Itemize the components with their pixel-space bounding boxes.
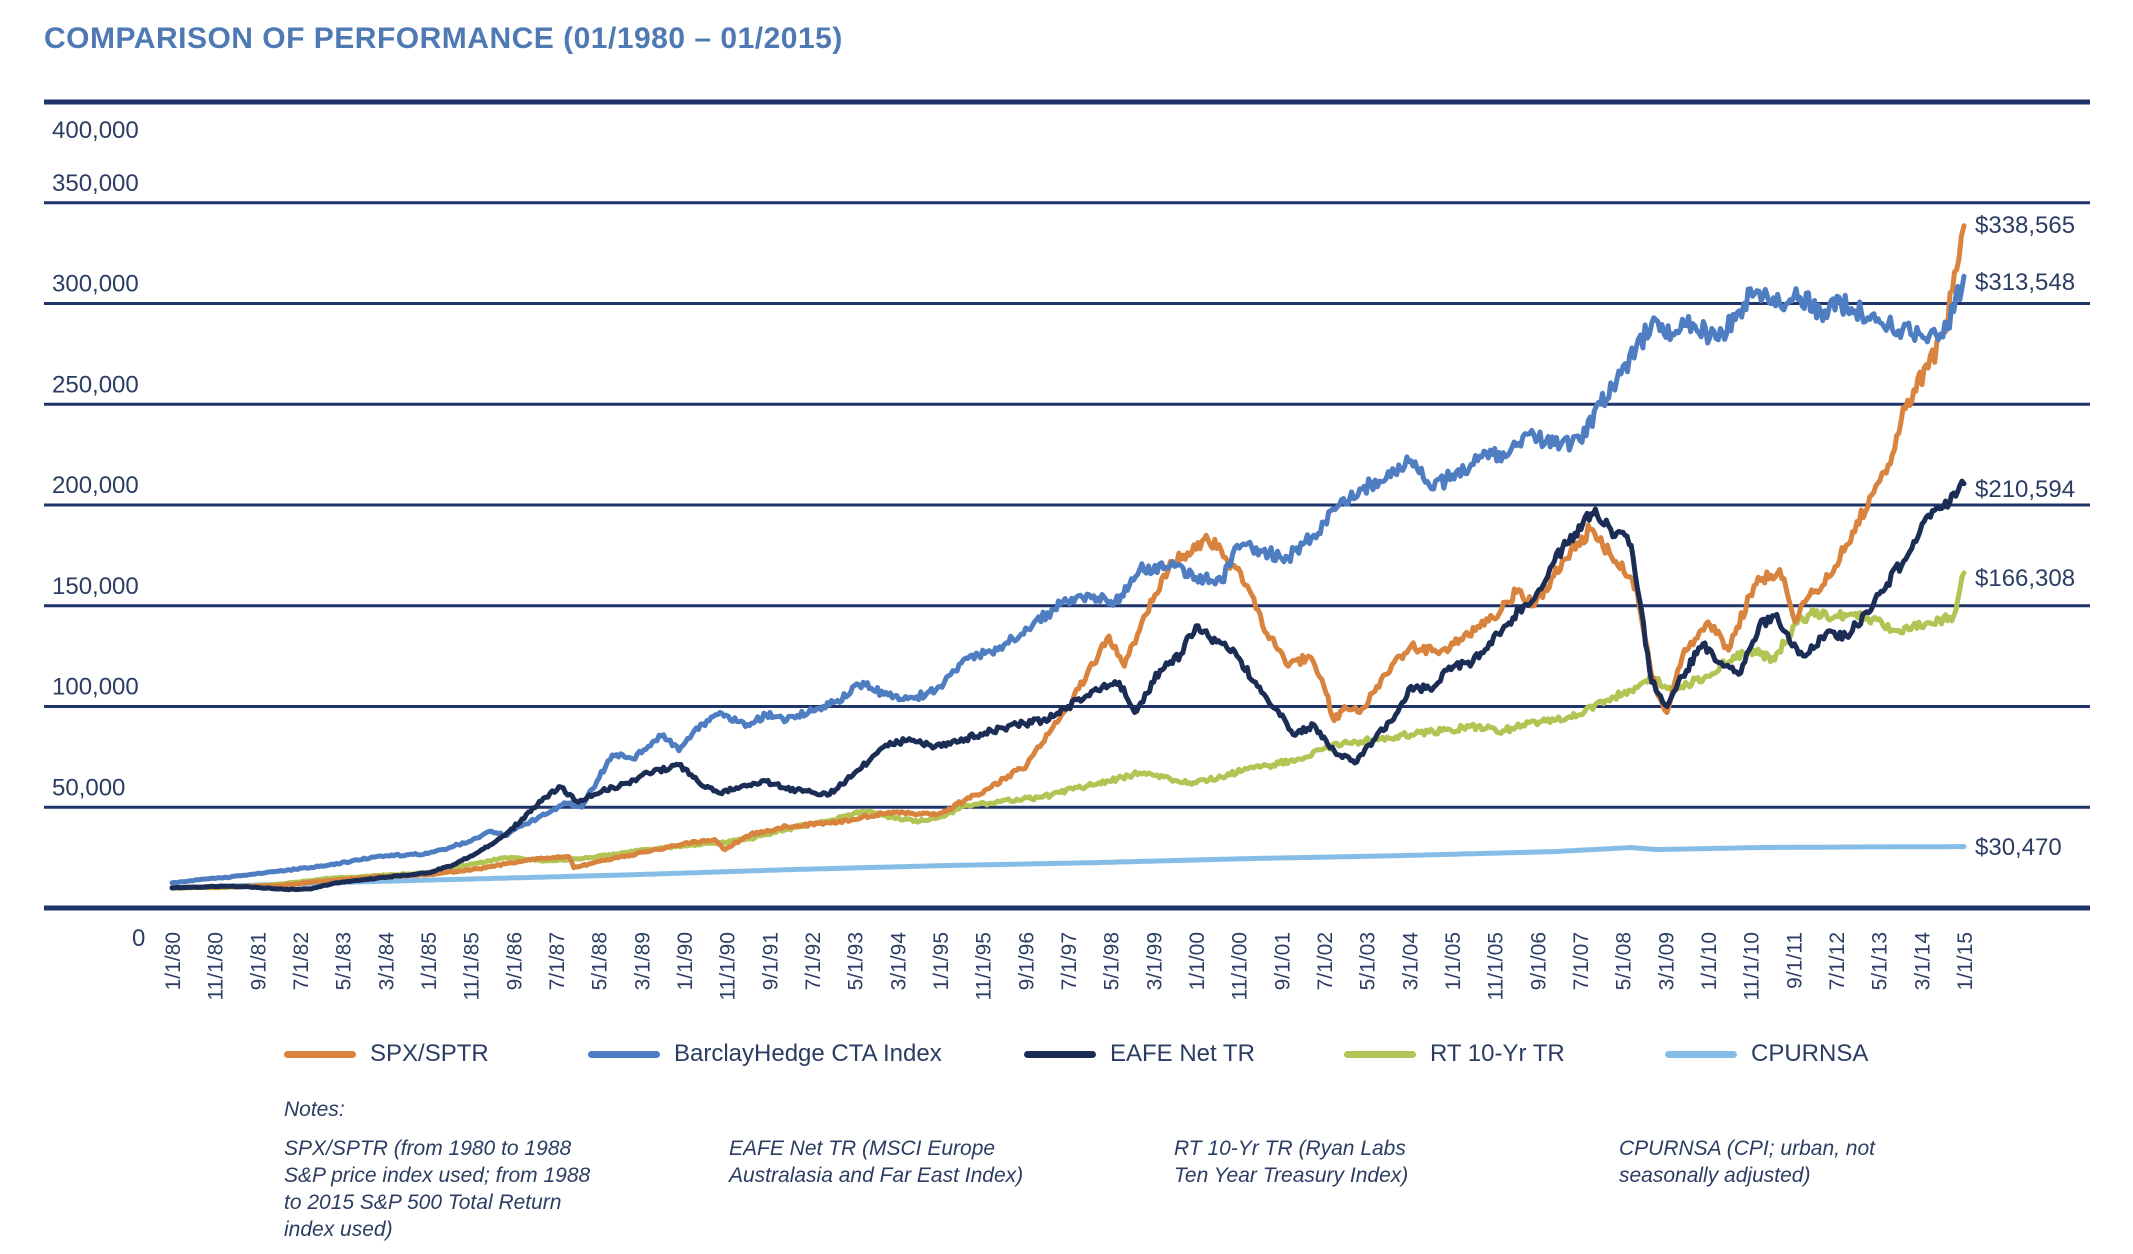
- x-tick-label: 3/1/14: [1911, 932, 1934, 991]
- x-tick-label: 7/1/87: [546, 932, 569, 990]
- x-tick-label: 5/1/88: [589, 932, 612, 990]
- x-tick-label: 1/1/00: [1186, 932, 1209, 990]
- y-tick-label: 50,000: [52, 774, 125, 801]
- x-tick-label: 5/1/03: [1357, 932, 1380, 990]
- x-tick-label: 9/1/86: [503, 932, 526, 990]
- x-tick-label: 1/1/80: [162, 932, 185, 990]
- x-tick-label: 7/1/97: [1058, 932, 1081, 990]
- x-tick-label: 3/1/84: [375, 932, 398, 991]
- note-cpi: CPURNSA (CPI; urban, not seasonally adju…: [1619, 1137, 1875, 1187]
- legend-label: RT 10-Yr TR: [1430, 1040, 1565, 1067]
- y-tick-label: 350,000: [52, 170, 139, 197]
- legend-item: BarclayHedge CTA Index: [588, 1040, 942, 1068]
- x-tick-label: 9/1/96: [1015, 932, 1038, 990]
- x-tick-label: 11/1/05: [1485, 932, 1508, 1001]
- end-value-labels: $338,565 $313,548 $210,594 $166,308 $30,470: [1975, 212, 2075, 861]
- x-tick-label: 11/1/80: [205, 932, 228, 1001]
- y-tick-label: 100,000: [52, 674, 139, 701]
- x-tick-label: 11/1/10: [1741, 932, 1764, 1001]
- x-tick-label: 1/1/85: [418, 932, 441, 990]
- series-line-cta: [169, 273, 1967, 886]
- x-tick-label: 5/1/93: [845, 932, 868, 990]
- x-tick-label: 5/1/98: [1101, 932, 1124, 990]
- y-tick-label: 300,000: [52, 271, 139, 298]
- x-tick-label: 3/1/99: [1143, 932, 1166, 990]
- end-label-cpi: $30,470: [1975, 834, 2062, 861]
- y-tick-label: 150,000: [52, 573, 139, 600]
- series-line-eafe: [169, 478, 1967, 893]
- y-tick-label: 400,000: [52, 117, 139, 144]
- end-label-rt: $166,308: [1975, 565, 2075, 592]
- x-tick-label: 9/1/01: [1271, 932, 1294, 990]
- x-tick-label: 9/1/81: [247, 932, 270, 990]
- x-tick-label: 1/1/90: [674, 932, 697, 990]
- note-rt: RT 10-Yr TR (Ryan Labs Ten Year Treasury…: [1174, 1137, 1409, 1187]
- legend-swatch: [1024, 1050, 1096, 1058]
- x-tick-label: 9/1/11: [1783, 932, 1806, 989]
- y-axis-ticks: 400,000 350,000 300,000 250,000 200,000 150,0…: [52, 117, 145, 952]
- legend-item: SPX/SPTR: [284, 1040, 489, 1068]
- y-tick-label: 250,000: [52, 371, 139, 398]
- x-tick-label: 7/1/02: [1314, 932, 1337, 990]
- legend-swatch: [1344, 1050, 1416, 1058]
- end-label-eafe: $210,594: [1975, 476, 2075, 503]
- y-tick-label: 200,000: [52, 472, 139, 499]
- x-tick-label: 1/1/10: [1698, 932, 1721, 990]
- x-tick-label: 7/1/07: [1570, 932, 1593, 990]
- legend-item: EAFE Net TR: [1024, 1040, 1255, 1068]
- legend-swatch: [588, 1050, 660, 1058]
- x-tick-label: 3/1/04: [1399, 932, 1422, 991]
- x-tick-label: 11/1/00: [1229, 932, 1252, 1001]
- legend: SPX/SPTR BarclayHedge CTA Index EAFE Net T…: [0, 1040, 2133, 1080]
- series-lines: [169, 223, 1967, 893]
- x-tick-label: 11/1/85: [461, 932, 484, 1001]
- series-line-cpi: [169, 844, 1967, 891]
- note-eafe: EAFE Net TR (MSCI Europe Australasia and…: [729, 1137, 1024, 1187]
- gridlines: [44, 99, 2090, 911]
- x-axis-ticks: 1/1/80 11/1/80 9/1/81 7/1/82 5/1/83 3/1/84 1/1…: [162, 932, 1977, 1001]
- x-tick-label: 7/1/82: [290, 932, 313, 990]
- legend-item: CPURNSA: [1665, 1040, 1868, 1068]
- x-tick-label: 9/1/06: [1527, 932, 1550, 990]
- legend-label: CPURNSA: [1751, 1040, 1869, 1067]
- legend-swatch: [1665, 1050, 1737, 1058]
- legend-swatch: [284, 1050, 356, 1058]
- x-tick-label: 1/1/15: [1954, 932, 1977, 990]
- legend-label: SPX/SPTR: [370, 1040, 489, 1067]
- x-tick-label: 1/1/05: [1442, 932, 1465, 990]
- notes-heading: Notes:: [284, 1098, 345, 1121]
- x-tick-label: 5/1/08: [1613, 932, 1636, 990]
- y-tick-label: 0: [132, 925, 145, 952]
- chart-title: COMPARISON OF PERFORMANCE (01/1980 – 01/…: [44, 22, 843, 55]
- x-tick-label: 5/1/83: [333, 932, 356, 990]
- x-tick-label: 3/1/89: [631, 932, 654, 990]
- legend-item: RT 10-Yr TR: [1344, 1040, 1565, 1068]
- note-spx: SPX/SPTR (from 1980 to 1988 S&P price in…: [284, 1137, 591, 1241]
- x-tick-label: 11/1/90: [717, 932, 740, 1001]
- x-tick-label: 11/1/95: [973, 932, 996, 1001]
- x-tick-label: 9/1/91: [759, 932, 782, 990]
- series-line-rt: [169, 570, 1967, 891]
- legend-label: EAFE Net TR: [1110, 1040, 1255, 1067]
- x-tick-label: 3/1/09: [1655, 932, 1678, 990]
- end-label-spx: $338,565: [1975, 212, 2075, 239]
- x-tick-label: 3/1/94: [887, 932, 910, 991]
- x-tick-label: 1/1/95: [930, 932, 953, 990]
- x-tick-label: 7/1/92: [802, 932, 825, 990]
- x-tick-label: 5/1/13: [1869, 932, 1892, 990]
- legend-label: BarclayHedge CTA Index: [674, 1040, 942, 1067]
- x-tick-label: 7/1/12: [1826, 932, 1849, 990]
- end-label-cta: $313,548: [1975, 269, 2075, 296]
